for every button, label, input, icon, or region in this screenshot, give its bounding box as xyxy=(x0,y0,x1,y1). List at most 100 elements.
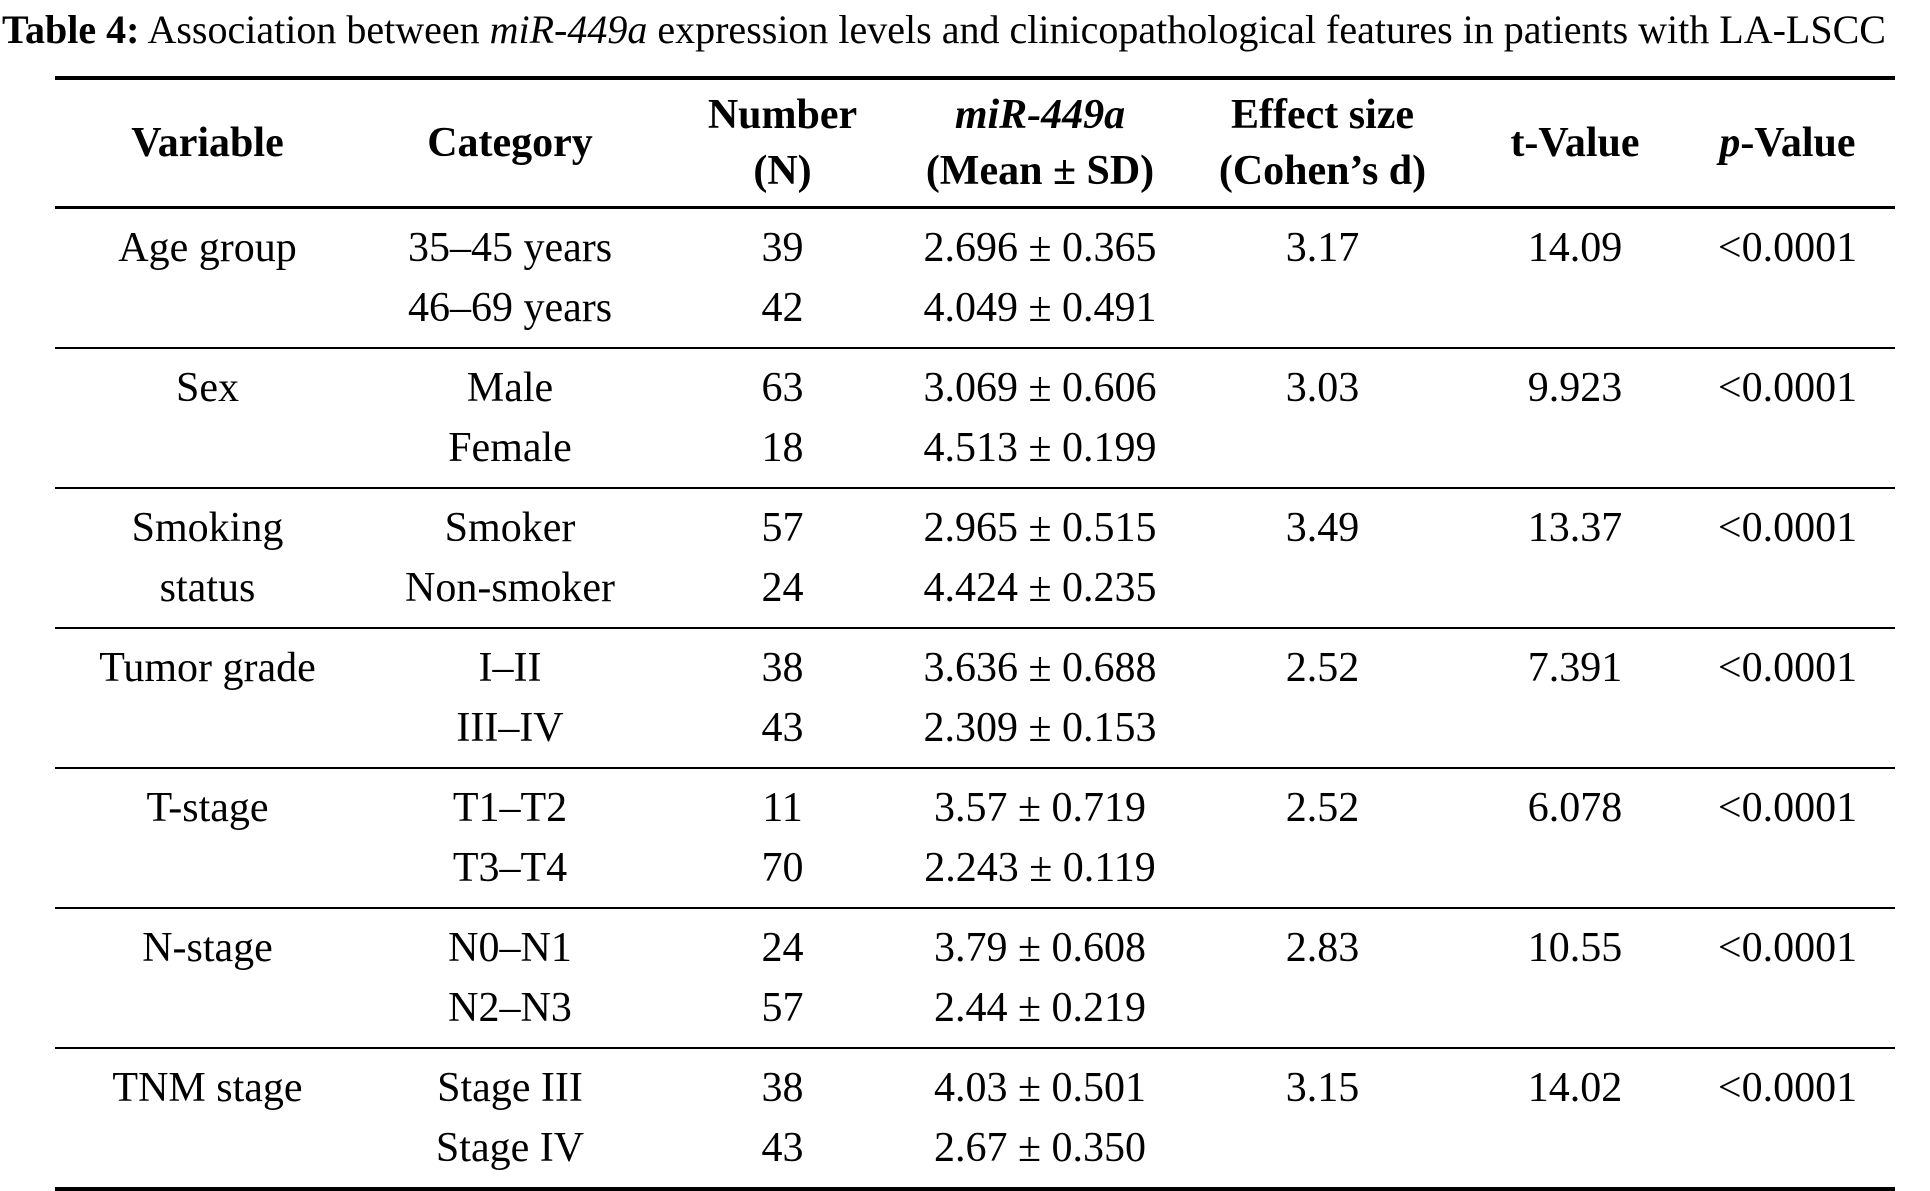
mean-sd-value: 3.636 ± 0.688 xyxy=(923,645,1157,691)
mean-sd-cell: 3.57 ± 0.719 2.243 ± 0.119 xyxy=(905,768,1175,909)
number-value: 38 xyxy=(761,1065,804,1111)
mean-sd-value: 2.44 ± 0.219 xyxy=(933,985,1147,1031)
caption-gene-name: miR-449a xyxy=(489,7,648,52)
number-value: 42 xyxy=(761,285,804,331)
variable-cell: TNM stage xyxy=(55,1048,360,1189)
table-row-tumor-grade: Tumor grade I–II III–IV 38 43 3.636 ± 0.… xyxy=(55,628,1895,769)
header-mir449a-line2: (Mean ± SD) xyxy=(925,148,1155,194)
variable-label: Age group xyxy=(118,225,297,271)
variable-cell: N-stage xyxy=(55,908,360,1049)
t-value-cell: 7.391 xyxy=(1470,628,1680,769)
p-value-cell: <0.0001 xyxy=(1680,628,1895,769)
p-value-cell: <0.0001 xyxy=(1680,348,1895,489)
p-value-cell: <0.0001 xyxy=(1680,207,1895,349)
header-number-line1: Number xyxy=(707,92,858,138)
category-value: III–IV xyxy=(456,705,564,751)
number-value: 43 xyxy=(761,705,804,751)
effect-size-cell: 2.52 xyxy=(1175,628,1470,769)
number-value: 24 xyxy=(761,565,804,611)
number-value: 24 xyxy=(761,925,804,971)
effect-size-value: 2.52 xyxy=(1285,785,1360,831)
category-value: N2–N3 xyxy=(448,985,572,1031)
mean-sd-cell: 3.636 ± 0.688 2.309 ± 0.153 xyxy=(905,628,1175,769)
caption-label: Table 4: xyxy=(2,7,140,52)
variable-label-line2 xyxy=(55,838,360,898)
variable-label-line2: status xyxy=(159,565,256,611)
t-value: 14.02 xyxy=(1527,1065,1623,1111)
category-value: Stage III xyxy=(437,1065,583,1111)
mean-sd-value: 2.243 ± 0.119 xyxy=(924,845,1156,891)
header-category: Category xyxy=(360,78,660,209)
category-cell: Smoker Non-smoker xyxy=(360,488,660,629)
t-value-cell: 13.37 xyxy=(1470,488,1680,629)
p-value: <0.0001 xyxy=(1717,505,1858,551)
mean-sd-value: 2.696 ± 0.365 xyxy=(923,225,1157,271)
t-value: 6.078 xyxy=(1527,785,1623,831)
number-cell: 39 42 xyxy=(660,207,905,349)
number-cell: 38 43 xyxy=(660,1048,905,1189)
t-value-cell: 9.923 xyxy=(1470,348,1680,489)
table-caption: Table 4: Association between miR-449a exp… xyxy=(0,6,1930,54)
table-row-smoking-status: Smoking status Smoker Non-smoker 57 24 2… xyxy=(55,488,1895,629)
t-value: 10.55 xyxy=(1527,925,1623,971)
category-cell: 35–45 years 46–69 years xyxy=(360,207,660,349)
p-value-cell: <0.0001 xyxy=(1680,908,1895,1049)
header-p-value-label: p-Value xyxy=(1680,115,1895,171)
number-value: 43 xyxy=(761,1125,804,1171)
mean-sd-cell: 2.965 ± 0.515 4.424 ± 0.235 xyxy=(905,488,1175,629)
number-cell: 24 57 xyxy=(660,908,905,1049)
effect-size-cell: 2.52 xyxy=(1175,768,1470,909)
mean-sd-value: 3.57 ± 0.719 xyxy=(933,785,1147,831)
mean-sd-value: 3.79 ± 0.608 xyxy=(933,925,1147,971)
header-p-rest: -Value xyxy=(1740,120,1856,166)
category-value: T3–T4 xyxy=(452,845,568,891)
effect-size-value: 2.52 xyxy=(1285,645,1360,691)
category-value: Female xyxy=(448,425,572,471)
t-value: 13.37 xyxy=(1527,505,1623,551)
p-value: <0.0001 xyxy=(1717,785,1858,831)
category-value: I–II xyxy=(478,645,542,691)
header-mir449a-line1: miR-449a xyxy=(954,92,1126,138)
category-value: Stage IV xyxy=(435,1125,585,1171)
caption-text-before: Association between xyxy=(147,7,490,52)
p-value: <0.0001 xyxy=(1717,1065,1858,1111)
mean-sd-cell: 3.79 ± 0.608 2.44 ± 0.219 xyxy=(905,908,1175,1049)
header-effect-line2: (Cohen’s d) xyxy=(1218,148,1427,194)
mean-sd-value: 2.309 ± 0.153 xyxy=(923,705,1157,751)
header-t-value-label: t-Value xyxy=(1510,120,1640,166)
category-cell: T1–T2 T3–T4 xyxy=(360,768,660,909)
number-value: 38 xyxy=(761,645,804,691)
header-p-value: p-Value xyxy=(1680,78,1895,209)
header-p-italic: p xyxy=(1719,120,1741,166)
effect-size-cell: 3.49 xyxy=(1175,488,1470,629)
table-row-t-stage: T-stage T1–T2 T3–T4 11 70 3.57 ± 0.719 2… xyxy=(55,768,1895,909)
number-value: 63 xyxy=(761,365,804,411)
effect-size-value: 2.83 xyxy=(1285,925,1360,971)
variable-label: Smoking xyxy=(131,505,284,551)
variable-label-line2 xyxy=(55,1118,360,1178)
mean-sd-value: 4.513 ± 0.199 xyxy=(923,425,1157,471)
variable-label-line2 xyxy=(55,418,360,478)
category-cell: Male Female xyxy=(360,348,660,489)
category-cell: I–II III–IV xyxy=(360,628,660,769)
number-value: 57 xyxy=(761,985,804,1031)
p-value-cell: <0.0001 xyxy=(1680,768,1895,909)
category-value: Smoker xyxy=(444,505,576,551)
variable-label: Tumor grade xyxy=(99,645,316,691)
number-value: 39 xyxy=(761,225,804,271)
table-row-sex: Sex Male Female 63 18 3.069 ± 0.606 4.51… xyxy=(55,348,1895,489)
t-value-cell: 6.078 xyxy=(1470,768,1680,909)
p-value: <0.0001 xyxy=(1717,225,1858,271)
variable-label-line2 xyxy=(55,698,360,758)
variable-cell: Tumor grade xyxy=(55,628,360,769)
p-value: <0.0001 xyxy=(1717,645,1858,691)
header-number-line2: (N) xyxy=(753,148,812,194)
effect-size-cell: 3.15 xyxy=(1175,1048,1470,1189)
mean-sd-cell: 3.069 ± 0.606 4.513 ± 0.199 xyxy=(905,348,1175,489)
variable-label: TNM stage xyxy=(112,1065,303,1111)
t-value: 14.09 xyxy=(1527,225,1623,271)
table-body: Age group 35–45 years 46–69 years 39 42 … xyxy=(55,207,1895,1190)
header-row: Variable Category Number (N) miR-449a (M… xyxy=(55,78,1895,209)
table-row-n-stage: N-stage N0–N1 N2–N3 24 57 3.79 ± 0.608 2… xyxy=(55,908,1895,1049)
effect-size-value: 3.49 xyxy=(1285,505,1360,551)
